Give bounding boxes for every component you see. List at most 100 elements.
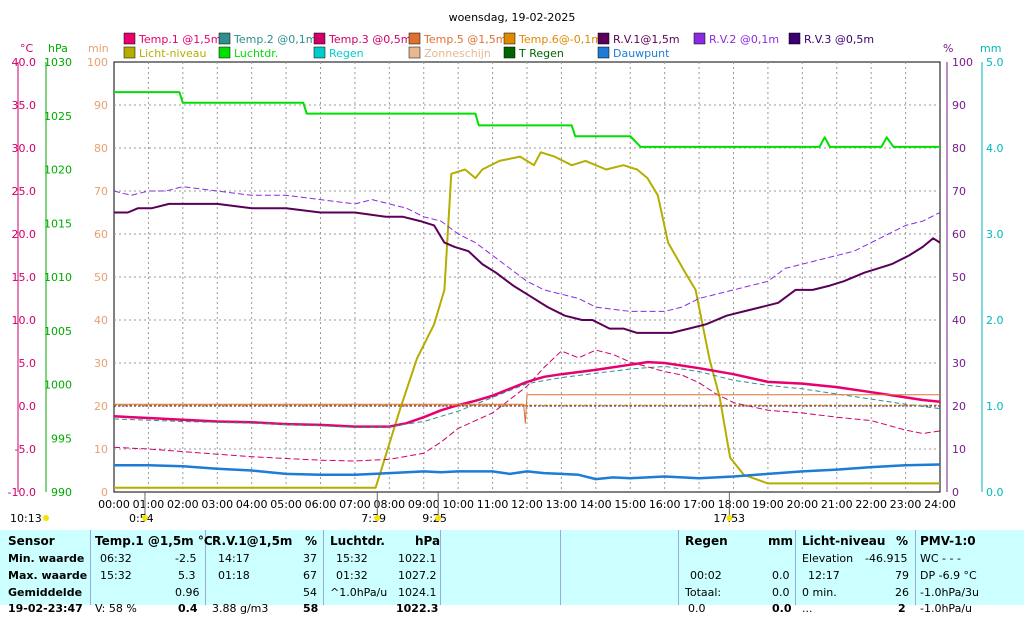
pct-tick-label: 80 — [952, 142, 966, 155]
legend-label: Luchtdr. — [234, 47, 278, 60]
series-line-licht-niveau — [114, 151, 940, 489]
x-tick-label: 18:00 — [718, 498, 750, 511]
regen-last-label: 0.0 — [688, 602, 706, 615]
licht-header: Licht-niveau — [802, 534, 886, 548]
temp1-max-time: 15:32 — [100, 569, 132, 582]
legend-label: Temp.6@-0,1m — [518, 33, 602, 46]
sun-marker-dot — [43, 515, 49, 521]
pmv-trend1: -1.0hPa/u — [920, 602, 972, 615]
x-tick-label: 06:00 — [305, 498, 337, 511]
elevation-label: Elevation — [802, 552, 854, 565]
pct-tick-label: 70 — [952, 185, 966, 198]
sun-marker-label: 0:54 — [129, 512, 154, 525]
licht-avg: 26 — [895, 586, 909, 599]
min-tick-label: 0 — [101, 486, 108, 499]
licht-max-time: 12:17 — [808, 569, 840, 582]
hpa-tick-label: 1025 — [44, 110, 72, 123]
min-tick-label: 50 — [94, 271, 108, 284]
temp1-last-note: V: 58 % — [95, 602, 137, 615]
min-tick-label: 60 — [94, 228, 108, 241]
x-tick-label: 22:00 — [855, 498, 887, 511]
licht-last-label: ... — [802, 602, 813, 615]
legend-swatch — [408, 46, 421, 59]
series-line-luchtdr- — [114, 91, 940, 148]
celsius-tick-label: 0.0 — [19, 400, 37, 413]
series-line-r-v-2-0-1m — [113, 186, 941, 312]
luchtdr-min-time: 15:32 — [336, 552, 368, 565]
mm-tick-label: 3.0 — [986, 228, 1004, 241]
celsius-tick-label: 10.0 — [12, 314, 37, 327]
luchtdr-last: 1022.3 — [396, 602, 439, 615]
min-tick-label: 90 — [94, 99, 108, 112]
regen-last: 0.0 — [772, 602, 792, 615]
rv1-last: 58 — [303, 602, 319, 615]
hpa-tick-label: 1010 — [44, 271, 72, 284]
legend-swatch — [503, 32, 516, 45]
x-tick-label: 02:00 — [167, 498, 199, 511]
legend-swatch — [788, 32, 801, 45]
legend-swatch — [313, 46, 326, 59]
elevation-value: -46.915 — [865, 552, 908, 565]
series-line-temp-3-0-5m — [113, 349, 941, 462]
licht-last: 2 — [898, 602, 906, 615]
legend-swatch — [218, 32, 231, 45]
rv1-max: 67 — [303, 569, 317, 582]
mm-tick-label: 0.0 — [986, 486, 1004, 499]
regen-total-label: Totaal: — [685, 586, 722, 599]
luchtdr-unit: hPa — [415, 534, 441, 548]
rv1-header: R.V.1@1,5m — [212, 534, 293, 548]
x-tick-label: 07:00 — [339, 498, 371, 511]
series-line-temp-5-1-5m — [114, 394, 940, 424]
x-tick-label: 10:00 — [442, 498, 474, 511]
x-tick-label: 23:00 — [890, 498, 922, 511]
mm-tick-label: 4.0 — [986, 142, 1004, 155]
pmv-dp: DP -6.9 °C — [920, 569, 977, 582]
x-tick-label: 08:00 — [373, 498, 405, 511]
luchtdr-trend: ^1.0hPa/u — [330, 586, 388, 599]
celsius-tick-label: -5.0 — [15, 443, 36, 456]
legend-swatch — [123, 32, 136, 45]
x-tick-label: 19:00 — [752, 498, 784, 511]
pmv-trend3: -1.0hPa/3u — [920, 586, 979, 599]
temp1-min: -2.5 — [175, 552, 197, 565]
pmv-header: PMV-1:0 — [920, 534, 976, 548]
rv1-max-time: 01:18 — [218, 569, 250, 582]
min-tick-label: 100 — [87, 56, 108, 69]
pct-tick-label: 30 — [952, 357, 966, 370]
hpa-tick-label: 1020 — [44, 164, 72, 177]
legend-label: R.V.1@1,5m — [613, 33, 680, 46]
pct-tick-label: 20 — [952, 400, 966, 413]
regen-header: Regen — [685, 534, 728, 548]
legend-swatch — [597, 32, 610, 45]
celsius-tick-label: 35.0 — [12, 99, 37, 112]
series-line-temp-2-0-1m — [113, 365, 941, 428]
sun-marker-dot — [435, 515, 442, 521]
x-tick-label: 01:00 — [133, 498, 165, 511]
pct-tick-label: 40 — [952, 314, 966, 327]
max-label: Max. waarde — [8, 569, 88, 582]
x-tick-label: 04:00 — [236, 498, 268, 511]
pct-tick-label: 60 — [952, 228, 966, 241]
x-tick-label: 20:00 — [786, 498, 818, 511]
mm-tick-label: 2.0 — [986, 314, 1004, 327]
legend-label: T Regen — [518, 47, 564, 60]
x-tick-label: 16:00 — [649, 498, 681, 511]
legend-label: Temp.5 @1,5m — [423, 33, 507, 46]
mm-unit: mm — [980, 42, 1001, 55]
regen-total: 0.0 — [772, 586, 790, 599]
rv1-min: 37 — [303, 552, 317, 565]
licht-unit: % — [896, 534, 909, 548]
temp1-header: Temp.1 @1,5m °C — [95, 534, 213, 548]
sun-marker-dot — [141, 515, 148, 521]
sun-marker-label: 9:25 — [422, 512, 447, 525]
legend-label: Regen — [329, 47, 364, 60]
luchtdr-min: 1022.1 — [398, 552, 437, 565]
hpa-tick-label: 1030 — [44, 56, 72, 69]
regen-unit: mm — [768, 534, 794, 548]
pct-tick-label: 90 — [952, 99, 966, 112]
avg-label: Gemiddelde — [8, 586, 83, 599]
chart-area: woensdag, 19-02-2025 °C hPa min% mm 40.0 35.0 3… — [8, 11, 1004, 525]
licht-max: 79 — [895, 569, 909, 582]
rv1-last-note: 3.88 g/m3 — [212, 602, 269, 615]
temp1-last: 0.4 — [178, 602, 198, 615]
